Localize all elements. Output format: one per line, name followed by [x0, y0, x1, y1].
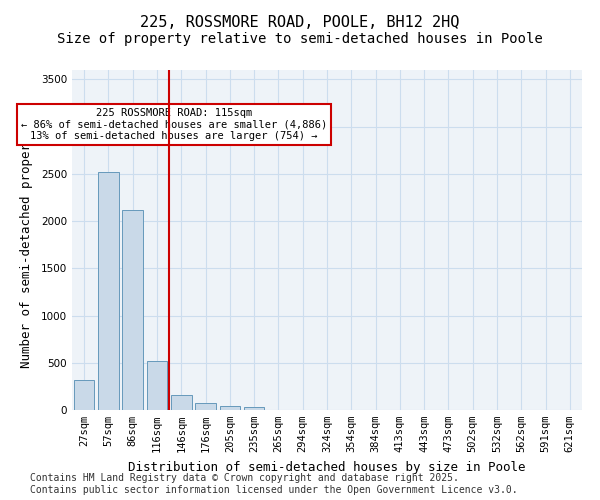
- Text: Contains HM Land Registry data © Crown copyright and database right 2025.
Contai: Contains HM Land Registry data © Crown c…: [30, 474, 518, 495]
- Text: 225 ROSSMORE ROAD: 115sqm
← 86% of semi-detached houses are smaller (4,886)
13% : 225 ROSSMORE ROAD: 115sqm ← 86% of semi-…: [21, 108, 327, 141]
- Bar: [146, 361, 167, 410]
- Bar: [171, 396, 191, 410]
- Bar: [74, 380, 94, 410]
- Text: Size of property relative to semi-detached houses in Poole: Size of property relative to semi-detach…: [57, 32, 543, 46]
- Bar: [195, 404, 216, 410]
- Bar: [122, 210, 143, 410]
- Bar: [220, 406, 240, 410]
- X-axis label: Distribution of semi-detached houses by size in Poole: Distribution of semi-detached houses by …: [128, 460, 526, 473]
- Y-axis label: Number of semi-detached properties: Number of semi-detached properties: [20, 112, 32, 368]
- Bar: [98, 172, 119, 410]
- Text: 225, ROSSMORE ROAD, POOLE, BH12 2HQ: 225, ROSSMORE ROAD, POOLE, BH12 2HQ: [140, 15, 460, 30]
- Bar: [244, 407, 265, 410]
